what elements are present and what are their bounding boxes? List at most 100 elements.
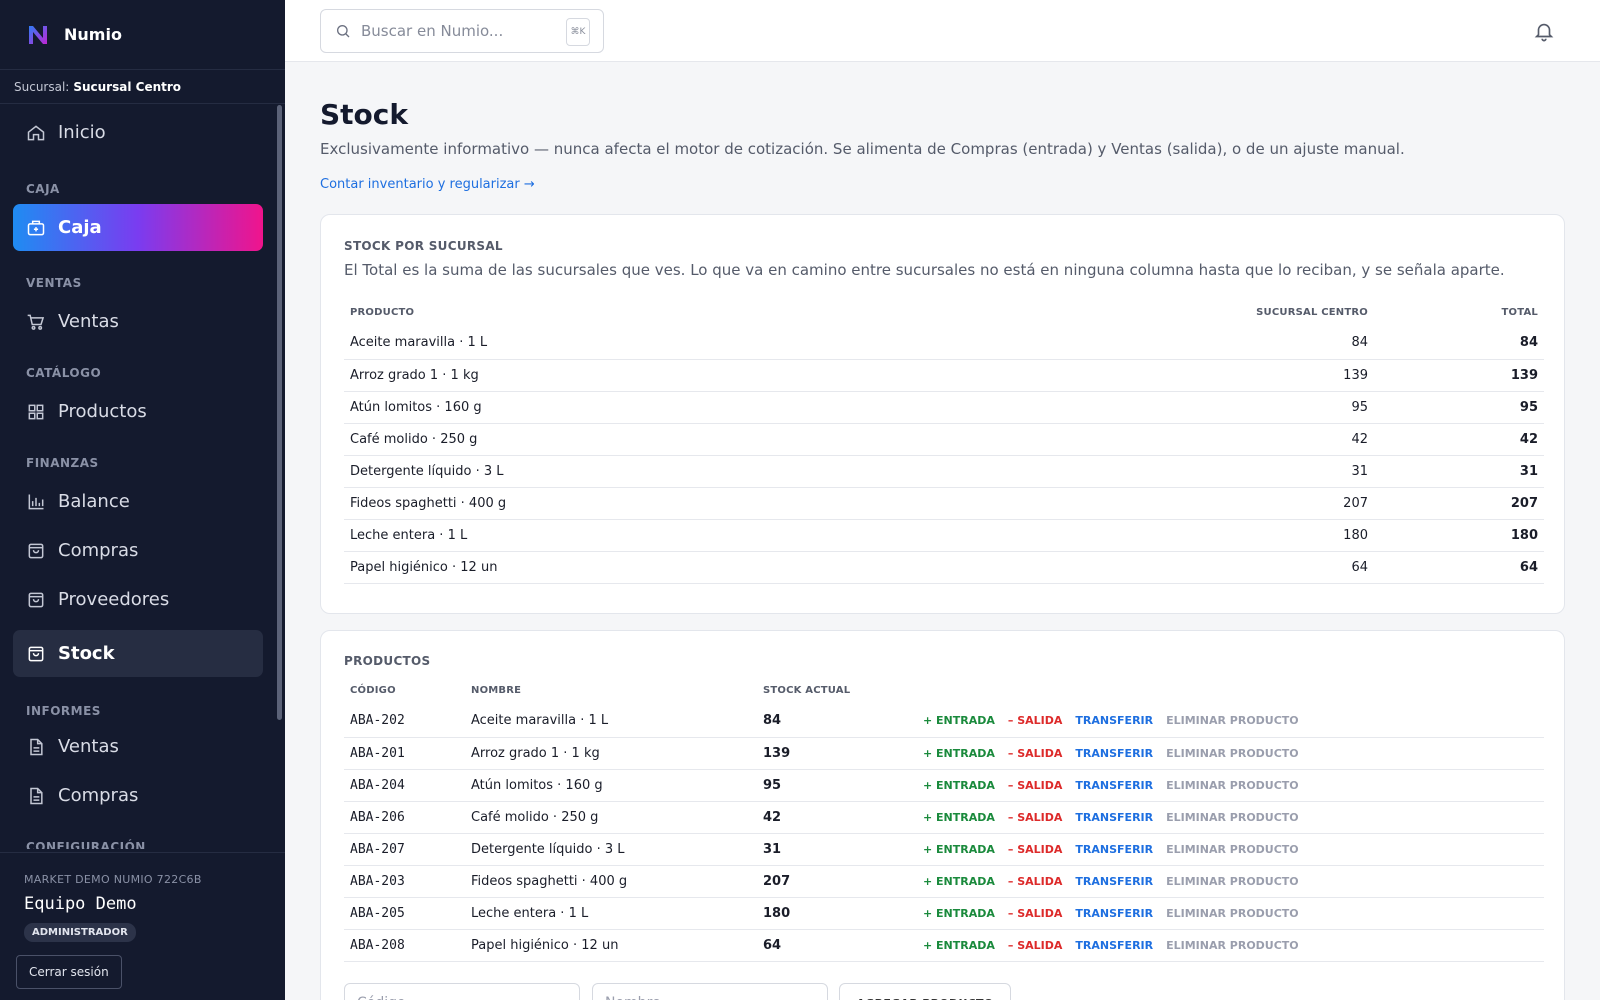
search-box[interactable]: ⌘K [320, 9, 604, 53]
name-cell: Arroz grado 1 · 1 kg [465, 737, 757, 770]
salida-button[interactable]: – SALIDA [1007, 938, 1063, 952]
eliminar-producto-button[interactable]: ELIMINAR PRODUCTO [1166, 938, 1299, 952]
entrada-button[interactable]: + ENTRADA [923, 810, 995, 824]
sidebar: Numio Sucursal: Sucursal Centro Inicio CA… [0, 0, 285, 1000]
eliminar-producto-button[interactable]: ELIMINAR PRODUCTO [1166, 874, 1299, 888]
sidebar-item-informes-compras[interactable]: Compras [13, 772, 263, 819]
entrada-button[interactable]: + ENTRADA [923, 906, 995, 920]
actions-cell: + ENTRADA – SALIDA TRANSFERIR ELIMINAR PROD… [917, 929, 1544, 962]
sidebar-item-label: Balance [58, 491, 130, 512]
total-cell: 64 [1374, 551, 1544, 584]
code-cell: ABA-205 [344, 897, 465, 930]
sidebar-item-proveedores[interactable]: Proveedores [13, 576, 263, 623]
eliminar-producto-button[interactable]: ELIMINAR PRODUCTO [1166, 842, 1299, 856]
stock-cell: 42 [757, 801, 917, 834]
products-card: PRODUCTOS CÓDIGO NOMBRE STOCK ACTUAL ABA… [320, 630, 1565, 1000]
stock-cell: 207 [757, 865, 917, 898]
transferir-button[interactable]: TRANSFERIR [1075, 906, 1154, 920]
column-header: SUCURSAL CENTRO [1256, 306, 1368, 318]
entrada-button[interactable]: + ENTRADA [923, 842, 995, 856]
sidebar-item-productos[interactable]: Productos [13, 388, 263, 435]
table-row: Detergente líquido · 3 L 31 31 [344, 455, 1544, 488]
sidebar-item-balance[interactable]: Balance [13, 478, 263, 525]
name-input[interactable] [592, 983, 828, 1000]
eliminar-producto-button[interactable]: ELIMINAR PRODUCTO [1166, 746, 1299, 760]
branch-stock-cell: 139 [1144, 359, 1374, 392]
table-row: ABA-201 Arroz grado 1 · 1 kg 139 + ENTRA… [344, 737, 1544, 770]
table-header-row: CÓDIGO NOMBRE STOCK ACTUAL [344, 675, 1544, 705]
sidebar-nav: Inicio CAJA Caja VENTAS Ventas CATÁLOGO … [0, 104, 278, 849]
table-row: Papel higiénico · 12 un 64 64 [344, 551, 1544, 584]
transferir-button[interactable]: TRANSFERIR [1075, 874, 1154, 888]
brand[interactable]: Numio [0, 0, 285, 70]
transferir-button[interactable]: TRANSFERIR [1075, 810, 1154, 824]
branch-stock-cell: 207 [1144, 487, 1374, 520]
transferir-button[interactable]: TRANSFERIR [1075, 938, 1154, 952]
stock-cell: 139 [757, 737, 917, 770]
branch-indicator[interactable]: Sucursal: Sucursal Centro [0, 70, 285, 104]
shopping-bag-icon [28, 646, 44, 661]
eliminar-producto-button[interactable]: ELIMINAR PRODUCTO [1166, 714, 1299, 728]
card-title: PRODUCTOS [344, 654, 431, 668]
stock-cell: 84 [757, 705, 917, 738]
code-cell: ABA-206 [344, 801, 465, 834]
actions-cell: + ENTRADA – SALIDA TRANSFERIR ELIMINAR PROD… [917, 801, 1544, 834]
branch-stock-cell: 95 [1144, 391, 1374, 424]
salida-button[interactable]: – SALIDA [1007, 746, 1063, 760]
entrada-button[interactable]: + ENTRADA [923, 874, 995, 888]
actions-cell: + ENTRADA – SALIDA TRANSFERIR ELIMINAR PROD… [917, 833, 1544, 866]
sidebar-item-compras[interactable]: Compras [13, 527, 263, 574]
product-cell: Aceite maravilla · 1 L [344, 327, 1144, 360]
add-product-button[interactable]: AGREGAR PRODUCTO [839, 983, 1011, 1000]
transferir-button[interactable]: TRANSFERIR [1075, 746, 1154, 760]
topbar: ⌘K [285, 0, 1600, 62]
logout-button[interactable]: Cerrar sesión [16, 955, 122, 989]
salida-button[interactable]: – SALIDA [1007, 778, 1063, 792]
salida-button[interactable]: – SALIDA [1007, 874, 1063, 888]
sidebar-item-informes-ventas[interactable]: Ventas [13, 723, 263, 770]
sidebar-item-label: Stock [58, 643, 115, 664]
salida-button[interactable]: – SALIDA [1007, 714, 1063, 728]
eliminar-producto-button[interactable]: ELIMINAR PRODUCTO [1166, 810, 1299, 824]
sidebar-footer: MARKET DEMO NUMIO 722C6B Equipo Demo ADM… [0, 852, 285, 1000]
transferir-button[interactable]: TRANSFERIR [1075, 714, 1154, 728]
branch-name: Sucursal Centro [73, 79, 182, 94]
entrada-button[interactable]: + ENTRADA [923, 746, 995, 760]
stock-cell: 180 [757, 897, 917, 930]
name-cell: Atún lomitos · 160 g [465, 769, 757, 802]
actions-header [917, 675, 1544, 705]
column-header: CÓDIGO [350, 684, 396, 696]
code-input[interactable] [344, 983, 580, 1000]
total-cell: 207 [1374, 487, 1544, 520]
sidebar-scrollbar[interactable] [277, 105, 282, 720]
section-ventas: VENTAS [26, 276, 82, 290]
eliminar-producto-button[interactable]: ELIMINAR PRODUCTO [1166, 778, 1299, 792]
code-cell: ABA-208 [344, 929, 465, 962]
transferir-button[interactable]: TRANSFERIR [1075, 842, 1154, 856]
salida-button[interactable]: – SALIDA [1007, 842, 1063, 856]
sidebar-item-inicio[interactable]: Inicio [13, 109, 263, 156]
bell-icon[interactable] [1533, 20, 1555, 42]
eliminar-producto-button[interactable]: ELIMINAR PRODUCTO [1166, 906, 1299, 920]
product-cell: Detergente líquido · 3 L [344, 455, 1144, 488]
entrada-button[interactable]: + ENTRADA [923, 938, 995, 952]
stock-by-branch-table: PRODUCTO SUCURSAL CENTRO TOTAL Aceite ma… [344, 297, 1544, 584]
inventory-count-link[interactable]: Contar inventario y regularizar → [320, 177, 535, 192]
table-row: ABA-205 Leche entera · 1 L 180 + ENTRADA… [344, 897, 1544, 930]
card-title: STOCK POR SUCURSAL [344, 239, 503, 253]
sidebar-item-ventas[interactable]: Ventas [13, 298, 263, 345]
table-row: ABA-208 Papel higiénico · 12 un 64 + ENT… [344, 929, 1544, 962]
salida-button[interactable]: – SALIDA [1007, 810, 1063, 824]
sidebar-item-label: Compras [58, 540, 139, 561]
search-input[interactable] [361, 22, 551, 40]
branch-stock-cell: 180 [1144, 519, 1374, 552]
search-icon [337, 25, 350, 38]
sidebar-item-caja[interactable]: Caja [13, 204, 263, 251]
entrada-button[interactable]: + ENTRADA [923, 778, 995, 792]
sidebar-item-stock[interactable]: Stock [13, 630, 263, 677]
entrada-button[interactable]: + ENTRADA [923, 714, 995, 728]
salida-button[interactable]: – SALIDA [1007, 906, 1063, 920]
column-header: PRODUCTO [350, 306, 415, 318]
actions-cell: + ENTRADA – SALIDA TRANSFERIR ELIMINAR PROD… [917, 865, 1544, 898]
transferir-button[interactable]: TRANSFERIR [1075, 778, 1154, 792]
